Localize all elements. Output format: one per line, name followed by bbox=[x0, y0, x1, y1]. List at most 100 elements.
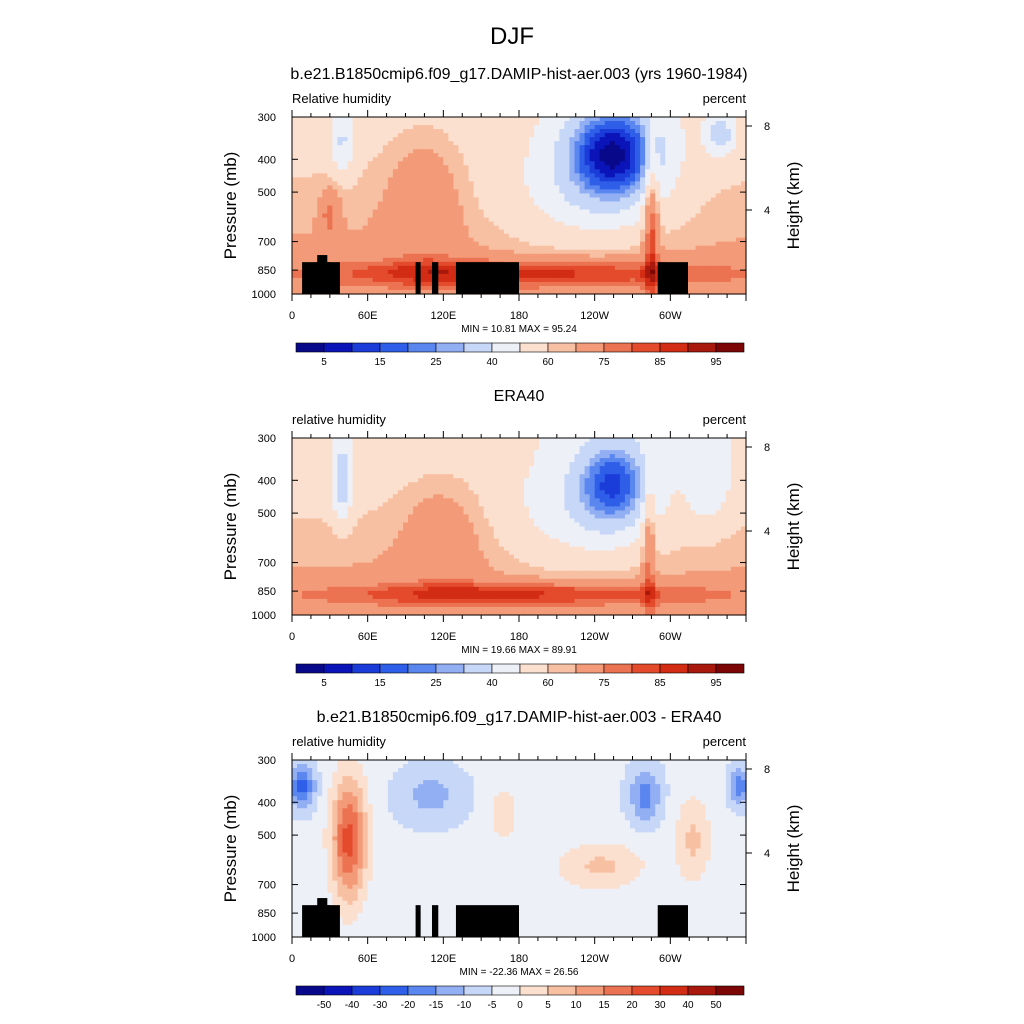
contour-cell bbox=[720, 157, 727, 162]
contour-cell bbox=[710, 446, 717, 451]
contour-cell bbox=[670, 470, 676, 475]
contour-cell bbox=[443, 281, 449, 287]
contour-cell bbox=[645, 217, 651, 223]
contour-cell bbox=[317, 209, 323, 215]
contour-cell bbox=[589, 241, 596, 247]
contour-cell bbox=[539, 161, 545, 166]
contour-cell bbox=[680, 121, 687, 126]
contour-cell bbox=[292, 462, 298, 467]
contour-cell bbox=[685, 462, 692, 467]
contour-cell bbox=[473, 197, 480, 203]
contour-cell bbox=[519, 233, 525, 239]
contour-cell bbox=[443, 141, 449, 146]
contour-cell bbox=[524, 193, 530, 199]
contour-cell bbox=[423, 149, 429, 154]
contour-cell bbox=[428, 289, 434, 295]
contour-cell bbox=[614, 193, 621, 199]
contour-cell bbox=[564, 117, 571, 122]
contour-cell bbox=[710, 277, 717, 283]
contour-cell bbox=[438, 157, 444, 162]
contour-cell bbox=[473, 257, 480, 263]
contour-cell bbox=[423, 193, 429, 199]
contour-cell bbox=[392, 273, 399, 279]
contour-cell bbox=[544, 129, 550, 134]
contour-cell bbox=[554, 458, 560, 463]
contour-cell bbox=[367, 466, 374, 471]
contour-cell bbox=[317, 149, 323, 154]
contour-cell bbox=[690, 125, 697, 130]
contour-cell bbox=[397, 133, 404, 138]
contour-cell bbox=[402, 209, 409, 215]
contour-cell bbox=[307, 161, 313, 166]
contour-cell bbox=[725, 217, 732, 223]
contour-cell bbox=[564, 261, 571, 267]
contour-cell bbox=[640, 161, 646, 166]
contour-cell bbox=[645, 442, 651, 447]
contour-cell bbox=[519, 153, 525, 158]
contour-cell bbox=[438, 281, 444, 287]
contour-cell bbox=[645, 474, 651, 479]
contour-cell bbox=[438, 213, 444, 219]
contour-cell bbox=[297, 466, 303, 471]
contour-cell bbox=[428, 129, 434, 134]
contour-cell bbox=[685, 253, 692, 259]
contour-cell bbox=[433, 450, 439, 455]
contour-cell bbox=[569, 209, 576, 215]
contour-cell bbox=[589, 121, 596, 126]
contour-cell bbox=[544, 125, 550, 130]
contour-cell bbox=[458, 133, 465, 138]
contour-cell bbox=[624, 217, 631, 223]
contour-cell bbox=[589, 169, 596, 174]
contour-cell bbox=[367, 169, 374, 174]
contour-cell bbox=[397, 269, 404, 275]
contour-cell bbox=[438, 253, 444, 259]
contour-cell bbox=[725, 145, 732, 150]
contour-cell bbox=[640, 157, 646, 162]
contour-cell bbox=[549, 245, 555, 251]
contour-cell bbox=[584, 149, 591, 154]
contour-cell bbox=[539, 117, 545, 122]
contour-cell bbox=[438, 189, 444, 195]
contour-cell bbox=[332, 193, 338, 199]
contour-cell bbox=[609, 165, 616, 170]
contour-cell bbox=[377, 141, 384, 146]
contour-cell bbox=[725, 205, 732, 211]
contour-cell bbox=[524, 281, 530, 287]
contour-cell bbox=[438, 289, 444, 295]
contour-cell bbox=[609, 145, 616, 150]
contour-cell bbox=[715, 257, 722, 263]
contour-cell bbox=[513, 117, 520, 122]
contour-cell bbox=[720, 438, 727, 443]
contour-cell bbox=[559, 185, 565, 191]
colorbar-label: 5 bbox=[321, 357, 327, 368]
contour-cell bbox=[448, 474, 455, 479]
contour-cell bbox=[357, 462, 364, 467]
contour-cell bbox=[614, 217, 621, 223]
contour-cell bbox=[589, 145, 596, 150]
contour-cell bbox=[307, 438, 313, 443]
contour-cell bbox=[458, 169, 465, 174]
contour-cell bbox=[720, 458, 727, 463]
contour-cell bbox=[700, 454, 707, 459]
contour-cell bbox=[675, 241, 682, 247]
contour-cell bbox=[377, 213, 384, 219]
contour-cell bbox=[705, 117, 712, 122]
contour-cell bbox=[498, 209, 505, 215]
contour-cell bbox=[635, 169, 641, 174]
contour-cell bbox=[574, 181, 581, 186]
contour-cell bbox=[529, 137, 535, 142]
contour-cell bbox=[468, 193, 475, 199]
contour-cell bbox=[529, 446, 535, 451]
contour-cell bbox=[397, 145, 404, 150]
contour-cell bbox=[609, 217, 616, 223]
contour-cell bbox=[690, 161, 697, 166]
contour-cell bbox=[599, 442, 606, 447]
contour-cell bbox=[503, 225, 510, 231]
contour-cell bbox=[710, 462, 717, 467]
contour-cell bbox=[483, 462, 490, 467]
contour-cell bbox=[559, 245, 565, 251]
contour-cell bbox=[645, 185, 651, 191]
contour-cell bbox=[579, 277, 586, 283]
contour-cell bbox=[377, 273, 384, 279]
contour-cell bbox=[640, 273, 646, 279]
